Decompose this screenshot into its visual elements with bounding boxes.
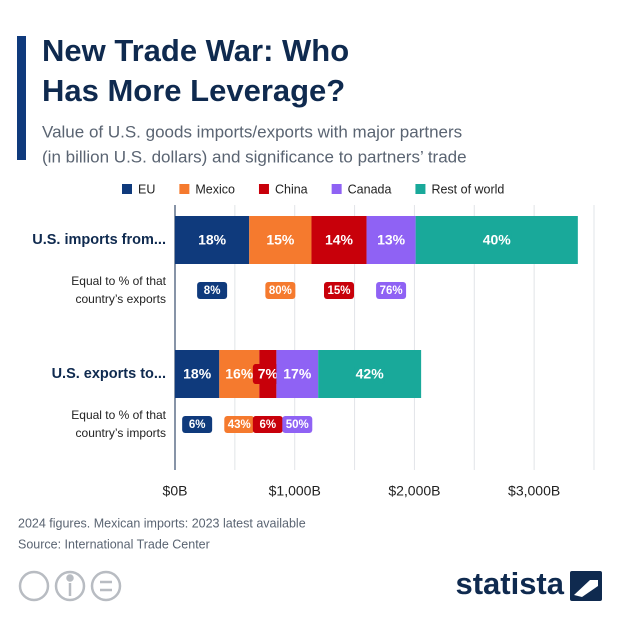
partner-label: 43% (228, 419, 251, 431)
share-label-bg (197, 230, 228, 250)
partner-note: Equal to % of that (71, 274, 166, 288)
legend-swatch (122, 184, 132, 194)
share-label: 13% (377, 232, 406, 248)
partner-pill (182, 416, 213, 433)
legend-label: EU (138, 182, 155, 196)
share-label: 16% (225, 366, 254, 382)
share-label-bg (324, 230, 355, 250)
share-label-bg (224, 364, 255, 384)
icon (54, 570, 86, 602)
chart-subtitle: Value of U.S. goods imports/exports with… (42, 122, 462, 141)
cc-icons (18, 570, 122, 602)
chart-title: New Trade War: Who (42, 33, 349, 68)
legend-swatch (415, 184, 426, 194)
share-label-bg (354, 364, 385, 384)
partner-pill (376, 282, 407, 299)
share-label: 14% (325, 232, 354, 248)
chart-title: Has More Leverage? (42, 73, 345, 108)
partner-note: country’s imports (76, 426, 166, 440)
brand: statista (455, 566, 564, 601)
x-tick-label: $0B (163, 483, 188, 499)
statista-logo-mark (570, 571, 602, 601)
share-label-bg (481, 230, 512, 250)
share-label: 15% (266, 232, 295, 248)
share-label-bg (282, 364, 313, 384)
partner-label: 15% (327, 285, 350, 297)
legend-swatch (179, 184, 190, 194)
share-label-bg (265, 230, 296, 250)
title-accent (17, 36, 26, 160)
x-tick-label: $2,000B (388, 483, 440, 499)
partner-label: 80% (269, 285, 292, 297)
share-label: 40% (483, 232, 512, 248)
footnote: 2024 figures. Mexican imports: 2023 late… (18, 516, 306, 530)
partner-label: 76% (380, 285, 403, 297)
partner-pill (282, 416, 313, 433)
partner-pill (197, 282, 228, 299)
partner-label: 50% (286, 419, 309, 431)
partner-label: 6% (189, 419, 206, 431)
share-label: 18% (198, 232, 227, 248)
share-label-bg (252, 364, 283, 384)
share-label-bg (182, 364, 213, 384)
legend-swatch (331, 184, 342, 194)
icon (90, 570, 122, 602)
share-label: 7% (258, 366, 279, 382)
logo-stroke (574, 580, 598, 597)
partner-pill (324, 282, 355, 299)
partner-note: Equal to % of that (71, 408, 166, 422)
legend-label: China (275, 182, 308, 196)
partner-label: 8% (204, 285, 221, 297)
chart-subtitle: (in billion U.S. dollars) and significan… (42, 147, 467, 166)
share-label: 42% (356, 366, 385, 382)
footnote: Source: International Trade Center (18, 537, 210, 551)
legend-swatch (258, 184, 269, 194)
x-tick-label: $3,000B (508, 483, 560, 499)
legend-label: Canada (348, 182, 392, 196)
icon (66, 574, 74, 582)
share-label: 18% (183, 366, 212, 382)
icon (18, 570, 50, 602)
category-label: U.S. imports from... (32, 232, 166, 248)
partner-pill (252, 416, 283, 433)
legend-label: Rest of world (431, 182, 504, 196)
partner-pill (265, 282, 296, 299)
partner-pill (224, 416, 255, 433)
share-label-bg (376, 230, 407, 250)
legend-label: Mexico (195, 182, 235, 196)
partner-label: 6% (260, 419, 277, 431)
partner-note: country’s exports (76, 292, 167, 306)
category-label: U.S. exports to... (52, 366, 166, 382)
share-label: 17% (283, 366, 312, 382)
x-tick-label: $1,000B (269, 483, 321, 499)
